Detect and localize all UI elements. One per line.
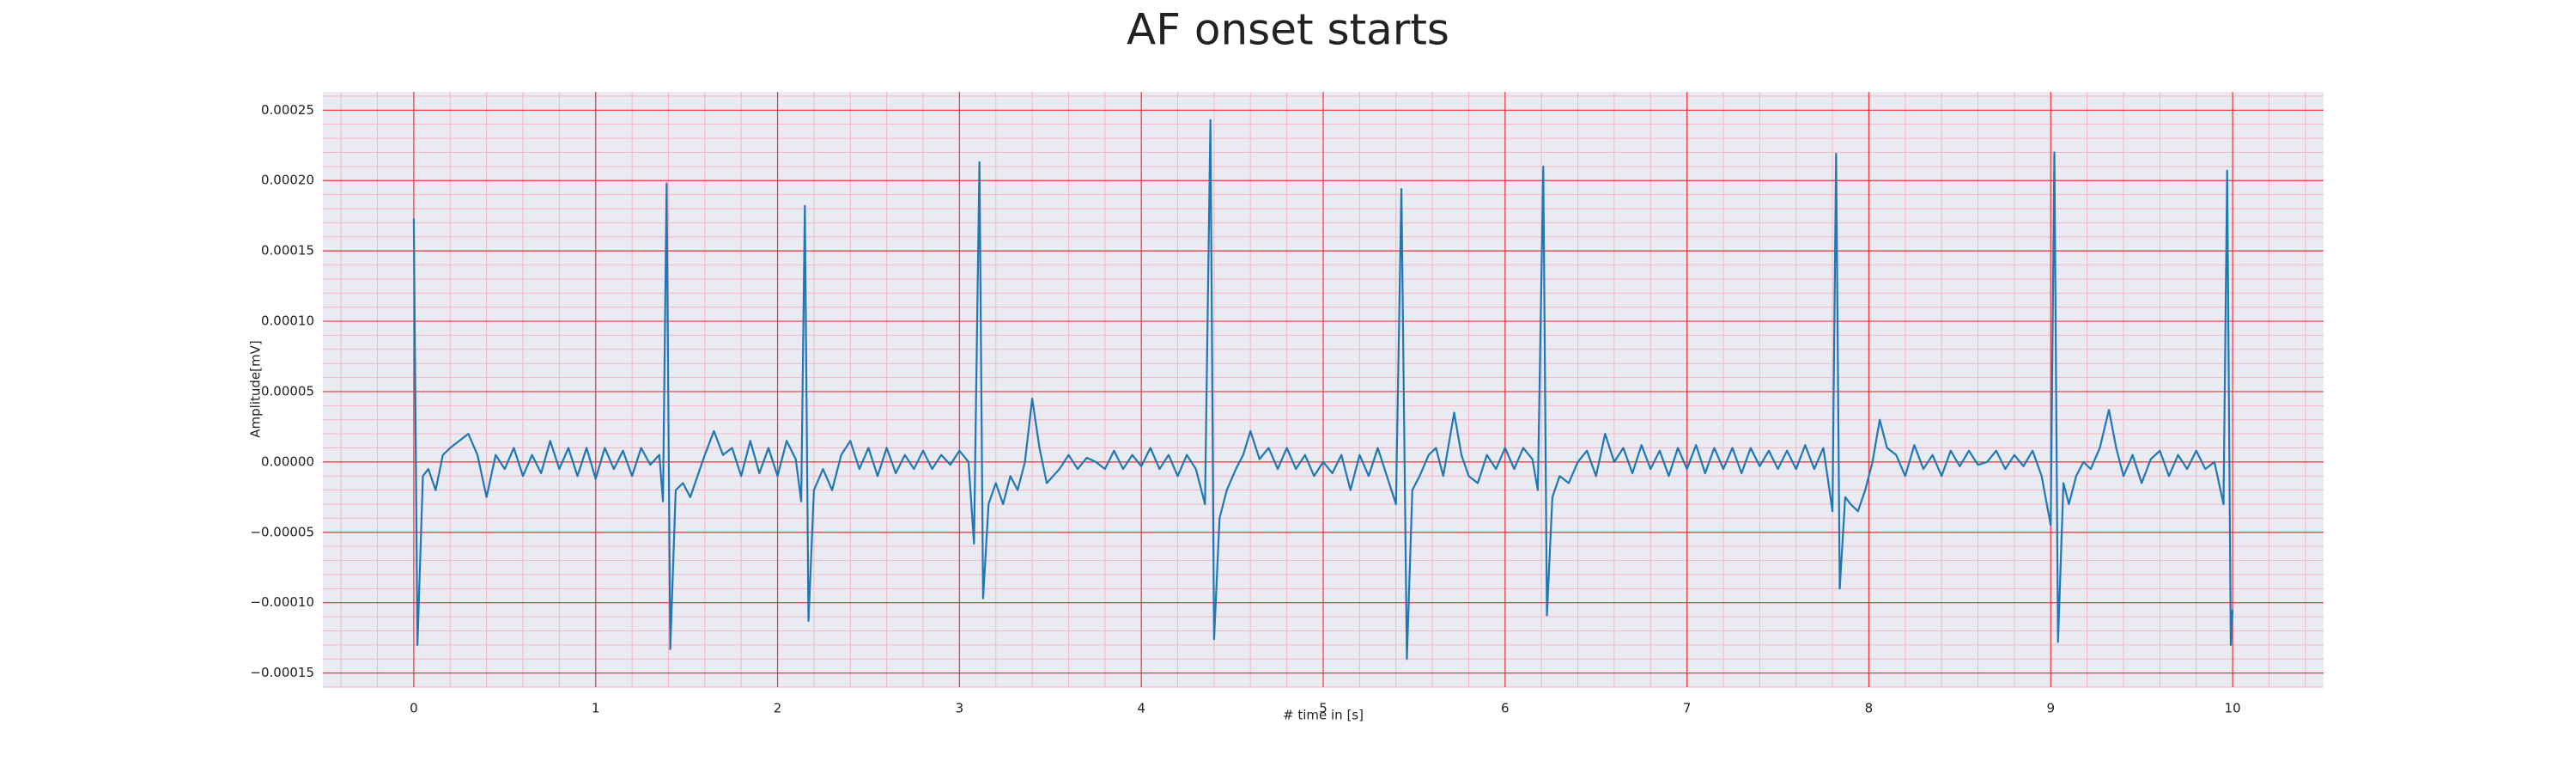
- x-axis-label: # time in [s]: [1283, 708, 1364, 723]
- y-tick-label: 0.00020: [261, 173, 314, 188]
- x-tick-label: 9: [2046, 701, 2055, 716]
- x-tick-label: 1: [592, 701, 600, 716]
- signal-line: [412, 119, 2234, 660]
- x-tick-label: 8: [1865, 701, 1874, 716]
- x-tick-label: 4: [1137, 701, 1145, 716]
- x-tick-label: 7: [1683, 701, 1692, 716]
- x-tick-label: 10: [2225, 701, 2241, 716]
- x-tick-label: 2: [774, 701, 782, 716]
- x-tick-label: 5: [1319, 701, 1327, 716]
- y-tick-label: 0.00000: [261, 453, 314, 469]
- x-tick-label: 6: [1501, 701, 1510, 716]
- x-tick-label: 0: [410, 701, 418, 716]
- y-tick-label: 0.00005: [261, 383, 314, 399]
- y-tick-label: −0.00015: [250, 665, 314, 680]
- x-tick-label: 3: [956, 701, 964, 716]
- y-tick-label: 0.00010: [261, 313, 314, 329]
- y-tick-label: −0.00010: [250, 594, 314, 610]
- y-axis-label: Amplitude[mV]: [248, 340, 264, 437]
- y-tick-label: −0.00005: [250, 524, 314, 539]
- y-tick-label: 0.00025: [261, 102, 314, 118]
- y-tick-label: 0.00015: [261, 243, 314, 259]
- chart-title: AF onset starts: [1127, 5, 1449, 55]
